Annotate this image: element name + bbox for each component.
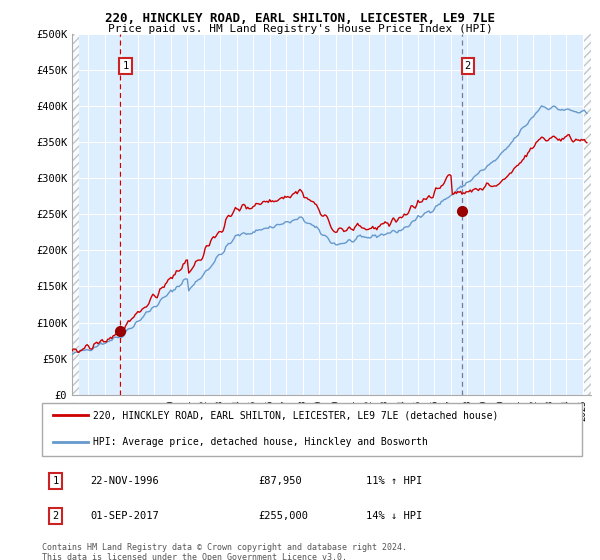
- Text: 1: 1: [52, 476, 59, 486]
- Text: 11% ↑ HPI: 11% ↑ HPI: [366, 476, 422, 486]
- Text: 2: 2: [464, 61, 471, 71]
- Text: 01-SEP-2017: 01-SEP-2017: [91, 511, 160, 521]
- Text: £255,000: £255,000: [258, 511, 308, 521]
- FancyBboxPatch shape: [42, 403, 582, 456]
- Bar: [584, 34, 600, 395]
- Text: 220, HINCKLEY ROAD, EARL SHILTON, LEICESTER, LE9 7LE: 220, HINCKLEY ROAD, EARL SHILTON, LEICES…: [105, 12, 495, 25]
- Bar: [72, 34, 79, 395]
- Text: HPI: Average price, detached house, Hinckley and Bosworth: HPI: Average price, detached house, Hinc…: [94, 437, 428, 447]
- Text: Price paid vs. HM Land Registry's House Price Index (HPI): Price paid vs. HM Land Registry's House …: [107, 24, 493, 34]
- Text: 1: 1: [122, 61, 128, 71]
- Text: Contains HM Land Registry data © Crown copyright and database right 2024.: Contains HM Land Registry data © Crown c…: [42, 543, 407, 552]
- Text: £87,950: £87,950: [258, 476, 302, 486]
- Text: 220, HINCKLEY ROAD, EARL SHILTON, LEICESTER, LE9 7LE (detached house): 220, HINCKLEY ROAD, EARL SHILTON, LEICES…: [94, 410, 499, 421]
- Text: This data is licensed under the Open Government Licence v3.0.: This data is licensed under the Open Gov…: [42, 553, 347, 560]
- Text: 22-NOV-1996: 22-NOV-1996: [91, 476, 160, 486]
- Text: 14% ↓ HPI: 14% ↓ HPI: [366, 511, 422, 521]
- Text: 2: 2: [52, 511, 59, 521]
